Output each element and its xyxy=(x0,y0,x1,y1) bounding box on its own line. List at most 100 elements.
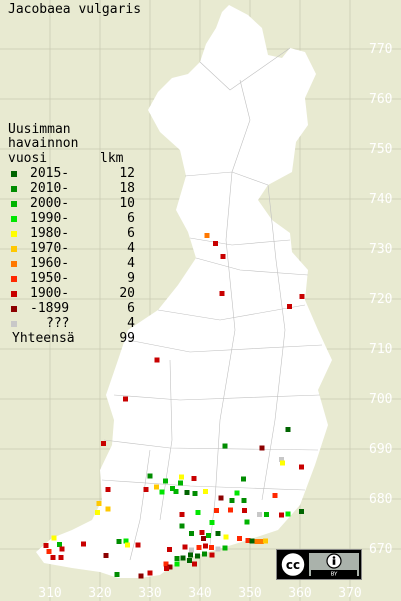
legend-count: 6 xyxy=(127,210,135,226)
observation-point xyxy=(222,443,228,449)
observation-point xyxy=(237,536,242,541)
observation-point xyxy=(51,535,57,541)
y-tick-label: 690 xyxy=(369,442,392,457)
observation-point xyxy=(299,509,304,514)
x-tick-label: 360 xyxy=(288,586,311,601)
observation-points xyxy=(43,233,305,579)
y-tick-label: 700 xyxy=(369,392,392,407)
observation-point xyxy=(46,549,52,554)
x-tick-label: 350 xyxy=(238,586,261,601)
legend-swatch xyxy=(11,275,17,282)
legend-count: 4 xyxy=(127,315,135,331)
observation-point xyxy=(263,538,268,544)
observation-point xyxy=(209,545,214,550)
legend-header-2: havainnon xyxy=(8,136,79,152)
observation-point xyxy=(220,254,226,259)
observation-point xyxy=(213,241,218,246)
observation-point xyxy=(259,539,264,544)
legend-label: 1900- xyxy=(30,285,70,301)
observation-point xyxy=(163,561,169,567)
observation-point xyxy=(178,480,183,486)
legend-label: 1960- xyxy=(30,255,70,271)
observation-point xyxy=(264,512,269,517)
legend-swatch xyxy=(11,260,17,267)
y-tick-label: 680 xyxy=(369,492,392,507)
observation-point xyxy=(241,498,247,503)
legend-label: 2010- xyxy=(30,180,70,196)
observation-point xyxy=(143,487,149,492)
legend-row: -1899 6 xyxy=(8,301,135,317)
legend-header-row: vuosi lkm xyxy=(8,151,123,167)
creative-commons-by-icon: cc BY xyxy=(277,550,361,579)
observation-point xyxy=(259,445,265,451)
observation-point xyxy=(101,441,106,446)
observation-point xyxy=(285,511,291,517)
observation-point xyxy=(218,495,224,501)
observation-point xyxy=(228,507,233,513)
x-tick-label: 310 xyxy=(38,586,61,601)
x-tick-label: 340 xyxy=(188,586,211,601)
observation-point xyxy=(219,291,225,296)
observation-point xyxy=(299,294,305,299)
observation-point xyxy=(206,533,211,538)
observation-point xyxy=(192,561,197,567)
observation-point xyxy=(201,536,206,541)
observation-point xyxy=(257,512,262,517)
license-text: BY xyxy=(331,571,338,577)
legend-total-label: Yhteensä xyxy=(12,330,75,346)
observation-point xyxy=(154,484,159,490)
legend-swatch xyxy=(11,200,17,207)
observation-point xyxy=(199,530,205,535)
observation-point xyxy=(179,523,185,529)
observation-point xyxy=(96,501,102,506)
legend-row: ??? 4 xyxy=(8,316,135,332)
observation-point xyxy=(203,489,208,494)
y-tick-label: 770 xyxy=(369,42,392,57)
observation-point xyxy=(179,512,185,517)
legend-label: 2015- xyxy=(30,165,70,181)
y-tick-label: 720 xyxy=(369,292,392,307)
svg-text:cc: cc xyxy=(286,558,300,572)
observation-point xyxy=(229,498,235,503)
legend-row: 1960- 4 xyxy=(8,255,135,272)
legend-row: 1990- 6 xyxy=(8,211,135,227)
legend-row: 1950- 9 xyxy=(8,271,135,287)
legend-total-count: 99 xyxy=(119,330,135,346)
observation-point xyxy=(280,460,285,466)
observation-point xyxy=(189,531,194,536)
legend-label: 1980- xyxy=(30,225,70,241)
observation-point xyxy=(184,490,190,495)
observation-point xyxy=(299,464,304,470)
legend-rows: 2015- 12 2010- 18 2000- 10 1990- 6 1980- 6 1970- 4 1… xyxy=(8,165,135,332)
observation-point xyxy=(187,558,192,563)
observation-point xyxy=(196,545,202,550)
observation-point xyxy=(164,566,169,571)
municipality-borders xyxy=(101,47,323,561)
observation-point xyxy=(215,531,221,536)
observation-point xyxy=(163,478,168,484)
legend-count: 6 xyxy=(127,225,135,241)
observation-point xyxy=(59,546,65,552)
observation-point xyxy=(287,304,292,309)
legend-total-row: Yhteensä 99 xyxy=(8,330,135,347)
observation-point xyxy=(170,486,175,491)
observation-point xyxy=(249,538,255,544)
observation-point xyxy=(203,543,208,549)
observation-point xyxy=(222,545,228,551)
observation-point xyxy=(123,396,128,402)
observation-point xyxy=(159,489,165,495)
observation-point xyxy=(174,556,180,561)
observation-point xyxy=(195,553,200,559)
observation-point xyxy=(105,487,111,492)
legend-row: 2000- 10 xyxy=(8,196,135,212)
observation-point xyxy=(189,547,194,553)
legend-swatch xyxy=(11,245,17,252)
observation-point xyxy=(154,357,160,363)
observation-point xyxy=(191,476,197,481)
observation-point xyxy=(173,489,179,494)
legend-swatch xyxy=(11,185,17,192)
observation-point xyxy=(272,493,278,498)
observation-point xyxy=(43,543,49,548)
legend-row: 2010- 18 xyxy=(8,180,135,197)
legend-count-header: lkm xyxy=(100,150,124,166)
